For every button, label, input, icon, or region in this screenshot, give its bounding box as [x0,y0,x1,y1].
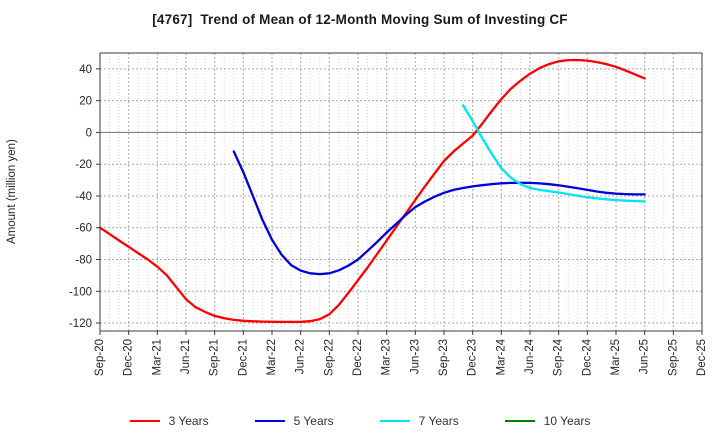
legend-item-7-years: 7 Years [379,414,459,428]
y-tick-label: -60 [75,223,92,235]
chart-title: [4767] Trend of Mean of 12-Month Moving … [152,12,568,27]
x-tick-label: Dec-20 [123,339,135,376]
y-tick-label: 20 [79,96,92,108]
legend-item-10-years: 10 Years [504,414,591,428]
x-tick-label: Sep-24 [553,338,565,376]
x-tick-label: Sep-22 [323,339,335,376]
y-tick-label: -20 [75,159,92,171]
series-line-7-years [461,104,646,203]
x-tick-label: Jun-24 [524,338,536,374]
x-tick-label: Dec-23 [467,339,479,376]
legend-swatch-10-years-line [504,420,535,422]
x-tick-label: Sep-23 [438,339,450,376]
legend-label-5-years: 5 Years [293,414,334,428]
legend-label-3-years: 3 Years [168,414,209,428]
series-line-3-years [98,58,646,324]
x-tick-label: Jun-23 [409,339,421,374]
y-tick-label: -80 [75,255,92,267]
x-tick-label: Sep-20 [94,339,106,376]
legend-swatch-5-years-line [254,420,285,422]
x-tick-label: Sep-25 [667,339,679,376]
x-tick-label: Mar-22 [266,339,278,375]
x-tick-label: Sep-21 [209,339,221,376]
legend-label-10-years: 10 Years [543,414,591,428]
x-tick-label: Jun-22 [295,339,307,374]
y-tick-label: -120 [69,318,92,330]
x-tick-label: Mar-25 [610,339,622,375]
x-tick-label: Jun-21 [180,339,192,374]
series-line-5-years [232,150,646,276]
y-tick-label: -100 [69,286,92,298]
x-tick-label: Mar-23 [381,339,393,375]
x-tick-label: Dec-25 [696,339,708,376]
x-tick-label: Dec-22 [352,339,364,376]
y-tick-label: 0 [86,127,92,139]
legend-item-3-years: 3 Years [129,414,209,428]
x-tick-label: Dec-24 [581,338,593,376]
legend-item-5-years: 5 Years [254,414,334,428]
legend-swatch-3-years-line [129,420,160,422]
x-tick-label: Dec-21 [237,339,249,376]
y-tick-label: 40 [79,64,92,76]
plot-border [99,52,703,332]
legend-label-7-years: 7 Years [418,414,459,428]
legend-swatch-7-years-line [379,420,410,422]
x-tick-label: Jun-25 [639,339,651,374]
legend: 3 Years 5 Years 7 Years 10 Years [0,414,720,428]
x-tick-label: Mar-21 [151,339,163,375]
x-tick-label: Mar-24 [495,338,507,375]
y-tick-label: -40 [75,191,92,203]
